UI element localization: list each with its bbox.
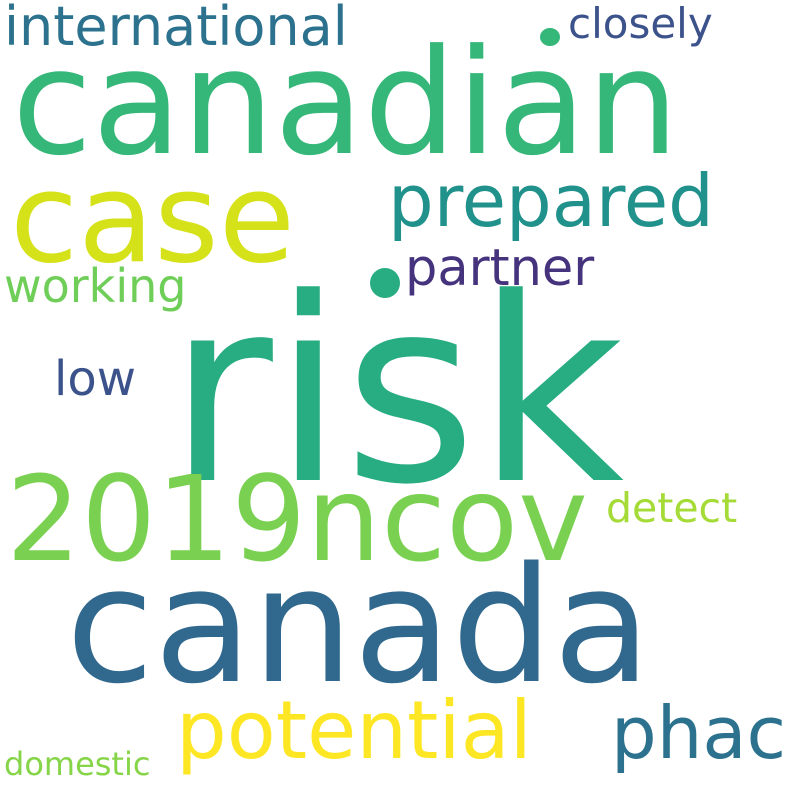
dot-top xyxy=(540,28,560,46)
word-international: international xyxy=(4,0,348,58)
word-partner: partner xyxy=(405,239,595,298)
word-prepared: prepared xyxy=(388,159,714,243)
word-phac: phac xyxy=(611,691,787,775)
word-domestic: domestic xyxy=(4,745,151,783)
word-canadian: canadian xyxy=(12,18,679,188)
word-detect: detect xyxy=(606,484,738,532)
word-potential: potential xyxy=(176,684,532,777)
word-closely: closely xyxy=(568,0,713,48)
word-risk: risk xyxy=(168,244,625,541)
word-2019ncov: 2019ncov xyxy=(6,450,588,588)
word-working: working xyxy=(4,259,187,313)
dot-mid xyxy=(370,268,400,298)
word-case: case xyxy=(10,147,296,291)
word-canada: canada xyxy=(66,532,652,719)
word-low: low xyxy=(54,351,136,407)
